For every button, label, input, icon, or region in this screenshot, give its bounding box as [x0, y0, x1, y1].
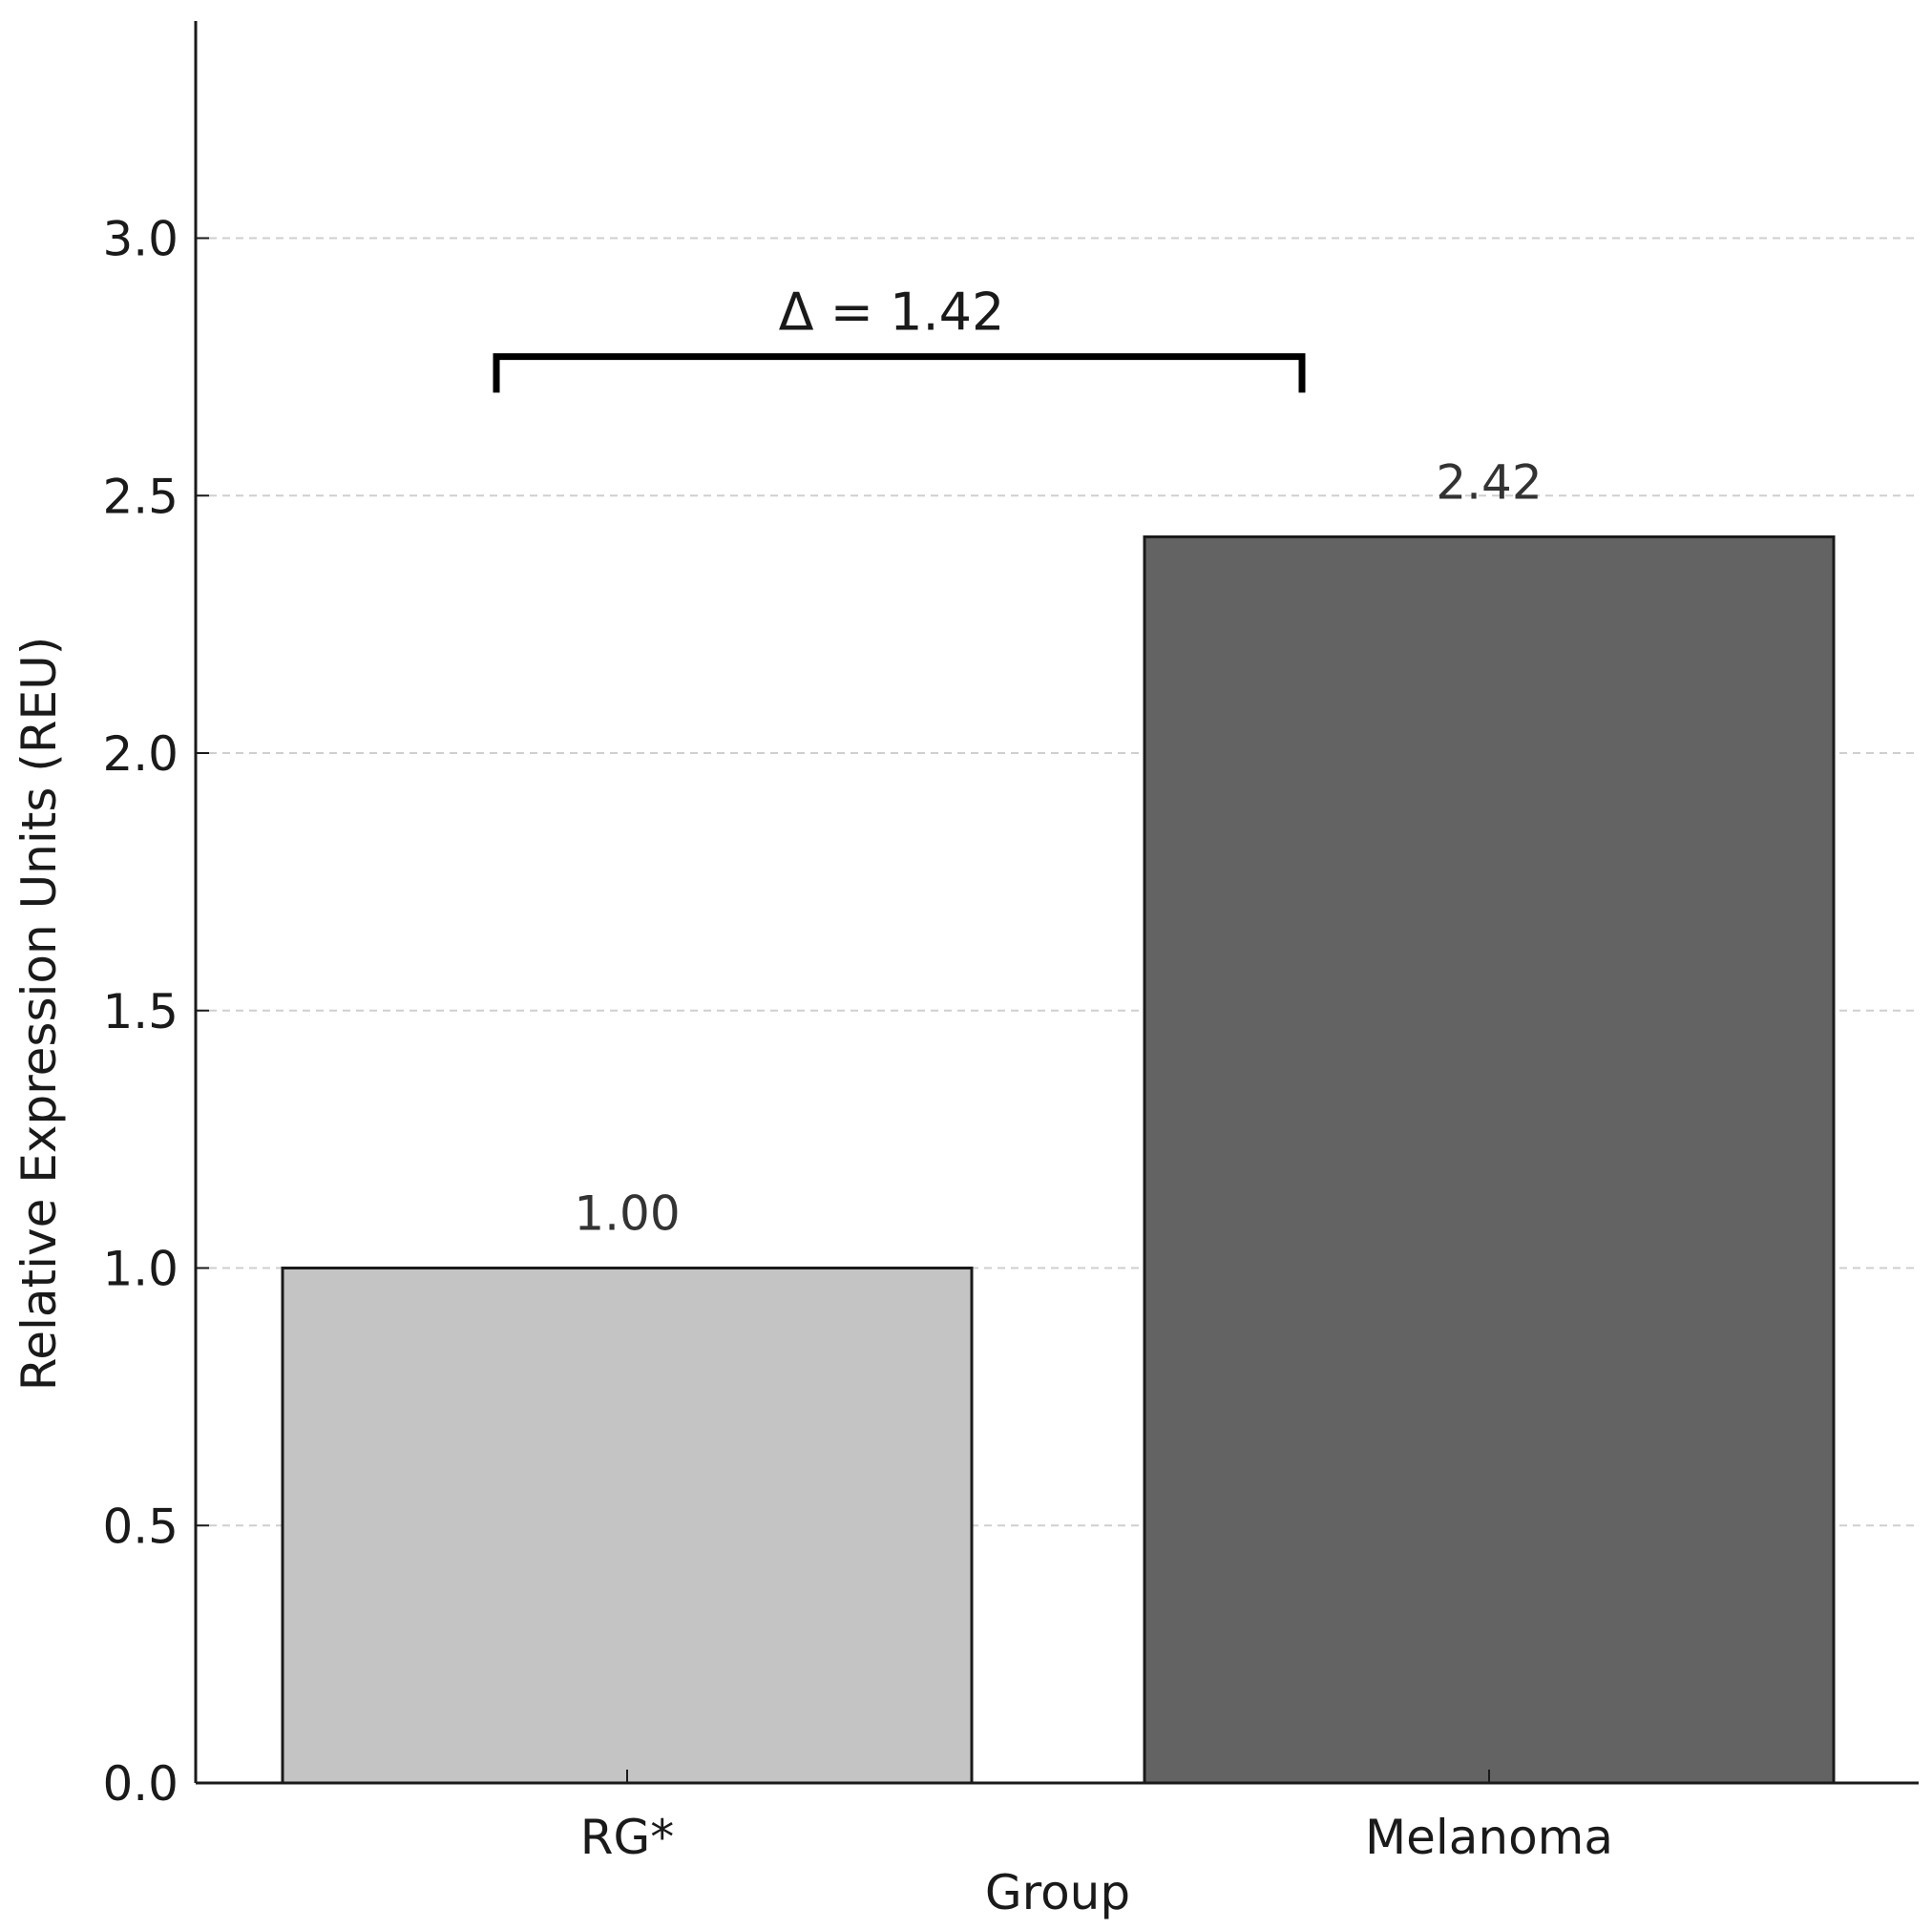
labels: 1.00 RG* 2.42 Melanoma 0.0 0.5 1.0 1.5 2.0 2.5 3.0…: [102, 212, 1613, 1866]
bar-melanoma: [1143, 535, 1836, 1785]
y-tick-label: 2.0: [102, 726, 178, 782]
y-tick-label: 1.0: [102, 1242, 178, 1297]
significance-bracket: [493, 353, 1306, 393]
bar-rg: [281, 1267, 974, 1785]
y-tick-label: 1.5: [102, 984, 178, 1039]
y-tick-label: 0.0: [102, 1756, 178, 1812]
axes: [194, 21, 1919, 1785]
x-tick-label: Melanoma: [1365, 1810, 1613, 1865]
difference-annotation: Δ = 1.42: [779, 283, 1005, 343]
bar-value-label: 2.42: [1436, 454, 1542, 510]
x-axis-label: Group: [985, 1865, 1130, 1920]
y-axis-label: Relative Expression Units (REU): [11, 637, 67, 1392]
bars: [281, 535, 1836, 1785]
y-tick-label: 2.5: [102, 469, 178, 524]
bar-value-label: 1.00: [574, 1186, 680, 1242]
y-tick-label: 0.5: [102, 1499, 178, 1554]
y-tick-label: 3.0: [102, 212, 178, 267]
x-tick-label: RG*: [580, 1810, 675, 1865]
